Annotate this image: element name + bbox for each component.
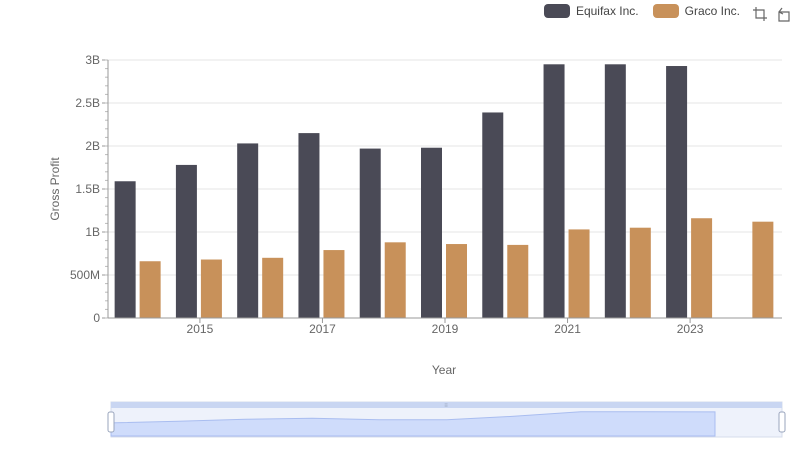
bar-graco-2016[interactable] bbox=[262, 257, 284, 318]
legend-label-graco: Graco Inc. bbox=[684, 4, 740, 18]
bar-graco-2017[interactable] bbox=[323, 250, 345, 318]
zoom-handle-right[interactable] bbox=[778, 411, 786, 433]
zoom-slider-overview bbox=[110, 411, 716, 437]
bar-equifax-2020[interactable] bbox=[482, 112, 504, 319]
bar-graco-2014[interactable] bbox=[139, 261, 161, 318]
legend-label-equifax: Equifax Inc. bbox=[575, 4, 639, 18]
legend-item-graco[interactable]: Graco Inc. bbox=[652, 4, 740, 18]
bar-equifax-2016[interactable] bbox=[237, 143, 259, 318]
zoom-select-icon[interactable] bbox=[752, 6, 768, 22]
zoom-handle-left[interactable] bbox=[107, 411, 115, 433]
legend-swatch-equifax bbox=[543, 4, 570, 18]
bars bbox=[114, 64, 774, 319]
chart-toolbar bbox=[752, 6, 792, 22]
legend-swatch-graco bbox=[652, 4, 679, 18]
x-tick-label: 2021 bbox=[554, 322, 581, 336]
zoom-slider-selection[interactable] bbox=[111, 402, 782, 408]
bar-equifax-2014[interactable] bbox=[114, 181, 136, 318]
bar-graco-2023[interactable] bbox=[691, 218, 713, 318]
x-tick-label: 2019 bbox=[432, 322, 459, 336]
x-tick-label: 2023 bbox=[677, 322, 704, 336]
zoom-grip-icon[interactable]: ≡ bbox=[444, 403, 448, 409]
bar-graco-2018[interactable] bbox=[384, 242, 406, 318]
axes: 0 500M 1B 1.5B 2B 2.5B 3B 2015 2017 2019 2021 2023 bbox=[70, 53, 782, 336]
bar-equifax-2015[interactable] bbox=[175, 164, 197, 318]
y-tick-label: 3B bbox=[85, 53, 100, 67]
zoom-reset-icon[interactable] bbox=[776, 6, 792, 22]
bar-equifax-2018[interactable] bbox=[359, 148, 381, 318]
bar-equifax-2021[interactable] bbox=[543, 64, 565, 318]
bar-graco-2020[interactable] bbox=[507, 244, 529, 318]
y-tick-label: 500M bbox=[70, 268, 100, 282]
y-tick-label: 1.5B bbox=[75, 182, 100, 196]
x-tick-label: 2015 bbox=[187, 322, 214, 336]
y-tick-label: 2.5B bbox=[75, 96, 100, 110]
y-tick-label: 1B bbox=[85, 225, 100, 239]
bar-equifax-2019[interactable] bbox=[421, 147, 442, 318]
bar-graco-2019[interactable] bbox=[446, 244, 467, 318]
x-axis-title: Year bbox=[432, 363, 456, 377]
legend-item-equifax[interactable]: Equifax Inc. bbox=[543, 4, 639, 18]
bar-graco-2024[interactable] bbox=[752, 221, 774, 318]
x-tick-label: 2017 bbox=[309, 322, 336, 336]
zoom-slider[interactable]: ≡ bbox=[107, 401, 786, 438]
bar-graco-2015[interactable] bbox=[200, 259, 222, 318]
legend: Equifax Inc. Graco Inc. bbox=[543, 4, 740, 18]
y-tick-label: 0 bbox=[93, 311, 100, 325]
bar-graco-2022[interactable] bbox=[629, 227, 651, 318]
bar-equifax-2017[interactable] bbox=[298, 133, 320, 318]
axis-labels: Gross Profit Year bbox=[48, 157, 456, 377]
bar-graco-2021[interactable] bbox=[568, 229, 590, 318]
bar-equifax-2022[interactable] bbox=[604, 64, 626, 318]
y-axis-title: Gross Profit bbox=[48, 157, 62, 221]
y-tick-label: 2B bbox=[85, 139, 100, 153]
bar-equifax-2023[interactable] bbox=[666, 66, 688, 319]
